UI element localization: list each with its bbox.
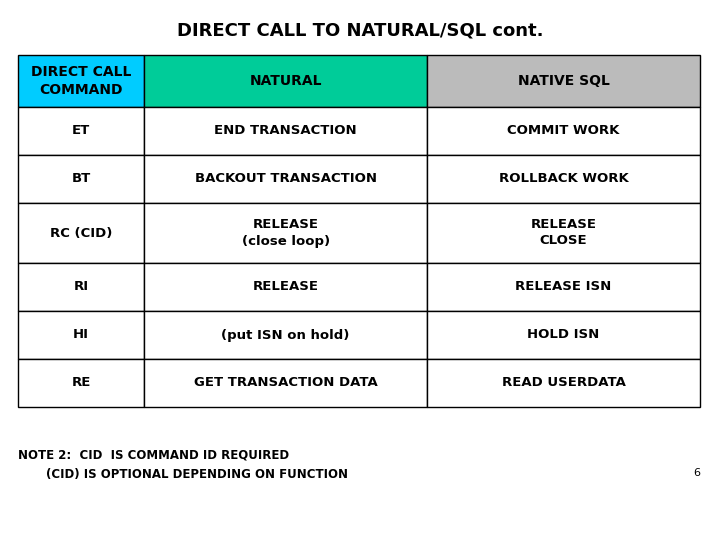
Bar: [427, 55, 700, 107]
Text: DIRECT CALL TO NATURAL/SQL cont.: DIRECT CALL TO NATURAL/SQL cont.: [176, 22, 544, 40]
Bar: [144, 263, 427, 311]
Text: HI: HI: [73, 328, 89, 341]
Text: NATURAL: NATURAL: [249, 74, 322, 88]
Bar: [427, 203, 700, 263]
Bar: [144, 155, 427, 203]
Bar: [144, 55, 427, 107]
Bar: [18, 155, 144, 203]
Text: COMMIT WORK: COMMIT WORK: [508, 125, 620, 138]
Bar: [144, 203, 427, 263]
Text: RE: RE: [71, 376, 91, 389]
Bar: [427, 155, 700, 203]
Bar: [18, 107, 144, 155]
Text: ROLLBACK WORK: ROLLBACK WORK: [499, 172, 629, 186]
Bar: [427, 311, 700, 359]
Bar: [144, 107, 427, 155]
Bar: [144, 311, 427, 359]
Bar: [18, 55, 144, 107]
Text: HOLD ISN: HOLD ISN: [528, 328, 600, 341]
Text: GET TRANSACTION DATA: GET TRANSACTION DATA: [194, 376, 377, 389]
Text: DIRECT CALL
COMMAND: DIRECT CALL COMMAND: [31, 65, 131, 97]
Bar: [427, 107, 700, 155]
Text: NATIVE SQL: NATIVE SQL: [518, 74, 610, 88]
Text: RELEASE
(close loop): RELEASE (close loop): [242, 219, 330, 247]
Bar: [18, 203, 144, 263]
Text: ET: ET: [72, 125, 90, 138]
Text: END TRANSACTION: END TRANSACTION: [215, 125, 357, 138]
Text: 6: 6: [693, 468, 700, 478]
Text: RELEASE: RELEASE: [253, 280, 319, 294]
Text: (CID) IS OPTIONAL DEPENDING ON FUNCTION: (CID) IS OPTIONAL DEPENDING ON FUNCTION: [46, 468, 348, 481]
Bar: [18, 263, 144, 311]
Text: RC (CID): RC (CID): [50, 226, 112, 240]
Bar: [427, 263, 700, 311]
Bar: [427, 359, 700, 407]
Bar: [144, 359, 427, 407]
Text: RELEASE
CLOSE: RELEASE CLOSE: [531, 219, 597, 247]
Text: BACKOUT TRANSACTION: BACKOUT TRANSACTION: [194, 172, 377, 186]
Text: READ USERDATA: READ USERDATA: [502, 376, 626, 389]
Text: BT: BT: [71, 172, 91, 186]
Text: RI: RI: [73, 280, 89, 294]
Bar: [18, 311, 144, 359]
Bar: [18, 359, 144, 407]
Text: RELEASE ISN: RELEASE ISN: [516, 280, 612, 294]
Text: NOTE 2:  CID  IS COMMAND ID REQUIRED: NOTE 2: CID IS COMMAND ID REQUIRED: [18, 448, 289, 461]
Text: (put ISN on hold): (put ISN on hold): [222, 328, 350, 341]
